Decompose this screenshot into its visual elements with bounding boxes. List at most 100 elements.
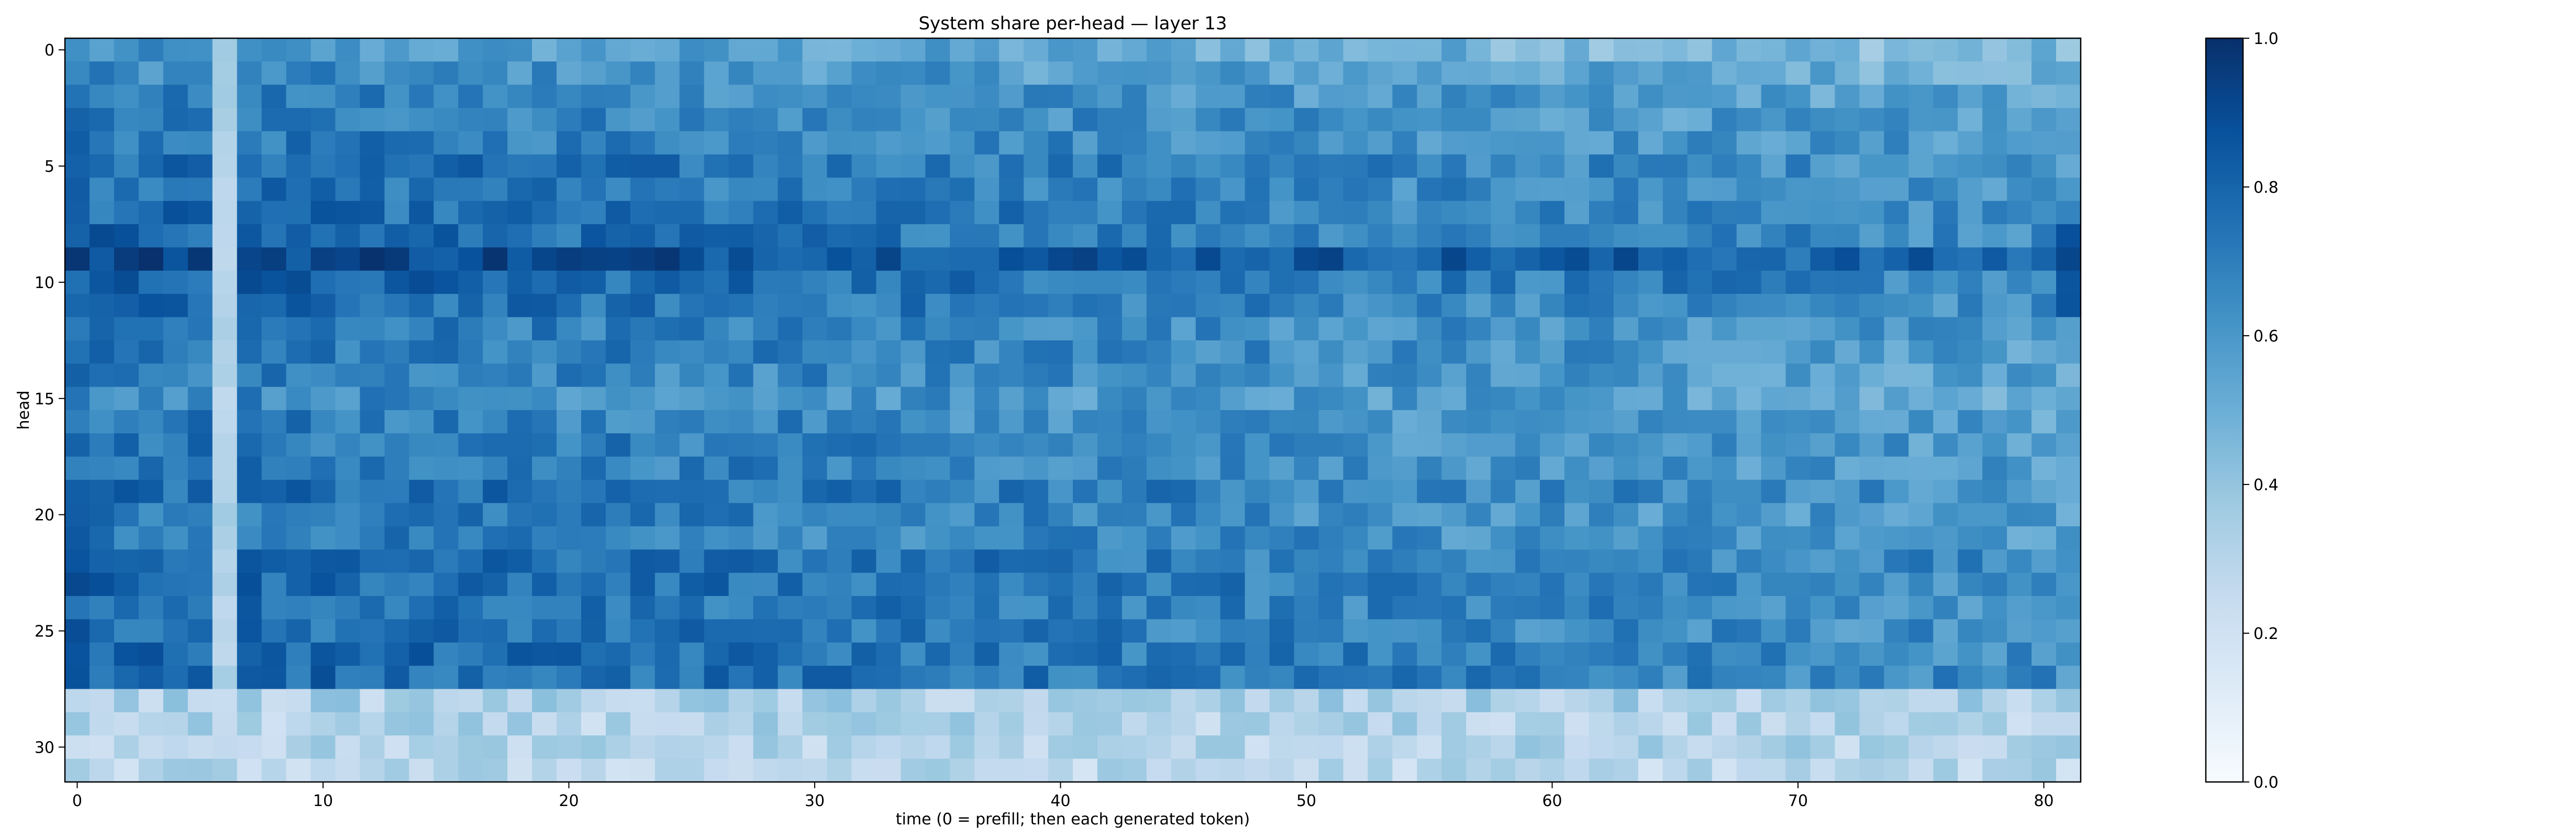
heatmap-cell	[114, 270, 139, 294]
heatmap-cell	[409, 503, 434, 527]
heatmap-cell	[1884, 549, 1909, 574]
heatmap-cell	[1810, 317, 1836, 341]
heatmap-cell	[1613, 224, 1639, 248]
heatmap-cell	[1810, 526, 1836, 550]
heatmap-cell	[335, 689, 361, 713]
heatmap-cell	[89, 410, 115, 434]
heatmap-cell	[851, 84, 876, 108]
heatmap-cell	[557, 712, 582, 736]
heatmap-cell	[778, 154, 803, 178]
heatmap-cell	[310, 247, 336, 271]
heatmap-cell	[163, 596, 188, 620]
heatmap-cell	[1687, 363, 1713, 388]
heatmap-cell	[1073, 712, 1098, 736]
heatmap-cell	[1466, 178, 1491, 202]
heatmap-cell	[1687, 712, 1713, 736]
heatmap-cell	[1859, 247, 1884, 271]
heatmap-cell	[1933, 387, 1958, 411]
heatmap-cell	[1687, 131, 1713, 155]
heatmap-cell	[2007, 178, 2032, 202]
heatmap-cell	[483, 84, 508, 108]
heatmap-cell	[728, 294, 754, 318]
heatmap-cell	[114, 619, 139, 643]
heatmap-cell	[1392, 480, 1417, 504]
heatmap-cell	[802, 317, 828, 341]
heatmap-cell	[974, 619, 1000, 643]
heatmap-cell	[605, 526, 631, 550]
heatmap-cell	[1073, 549, 1098, 574]
heatmap-cell	[1712, 433, 1737, 457]
heatmap-cell	[1269, 317, 1295, 341]
heatmap-cell	[1097, 131, 1123, 155]
heatmap-cell	[974, 596, 1000, 620]
heatmap-cell	[851, 131, 876, 155]
heatmap-cell	[1073, 387, 1098, 411]
heatmap-cell	[901, 526, 926, 550]
heatmap-cell	[89, 712, 115, 736]
heatmap-cell	[507, 642, 532, 666]
heatmap-cell	[557, 340, 582, 364]
heatmap-cell	[483, 480, 508, 504]
heatmap-cell	[507, 456, 532, 480]
heatmap-cell	[335, 642, 361, 666]
heatmap-cell	[1245, 363, 1270, 388]
heatmap-cell	[1417, 363, 1442, 388]
heatmap-cell	[1269, 549, 1295, 574]
heatmap-cell	[1761, 84, 1786, 108]
heatmap-cell	[409, 619, 434, 643]
heatmap-cell	[1785, 433, 1811, 457]
heatmap-cell	[1785, 689, 1811, 713]
heatmap-cell	[1245, 666, 1270, 690]
heatmap-cell	[1515, 503, 1540, 527]
heatmap-cell	[778, 317, 803, 341]
heatmap-cell	[310, 178, 336, 202]
heatmap-cell	[581, 61, 606, 85]
heatmap-cell	[1318, 433, 1344, 457]
heatmap-cell	[654, 572, 680, 597]
heatmap-cell	[1958, 363, 1983, 388]
heatmap-cell	[999, 572, 1024, 597]
heatmap-cell	[1662, 201, 1688, 225]
heatmap-cell	[1491, 503, 1516, 527]
heatmap-cell	[261, 131, 287, 155]
heatmap-cell	[1318, 689, 1344, 713]
heatmap-cell	[237, 108, 262, 132]
heatmap-cell	[1417, 201, 1442, 225]
heatmap-cell	[1343, 758, 1369, 782]
heatmap-cell	[2007, 666, 2032, 690]
heatmap-cell	[1466, 108, 1491, 132]
heatmap-cell	[1245, 108, 1270, 132]
heatmap-cell	[286, 154, 312, 178]
heatmap-cell	[114, 572, 139, 597]
heatmap-cell	[1269, 61, 1295, 85]
heatmap-cell	[851, 178, 876, 202]
heatmap-cell	[974, 503, 1000, 527]
heatmap-cell	[1810, 572, 1836, 597]
heatmap-cell	[1491, 549, 1516, 574]
heatmap-cell	[1294, 480, 1319, 504]
heatmap-cell	[89, 596, 115, 620]
heatmap-cell	[778, 642, 803, 666]
heatmap-cell	[557, 572, 582, 597]
heatmap-cell	[335, 526, 361, 550]
heatmap-cell	[163, 758, 188, 782]
heatmap-cell	[974, 735, 1000, 759]
heatmap-cell	[335, 503, 361, 527]
heatmap-cell	[237, 689, 262, 713]
heatmap-cell	[557, 201, 582, 225]
heatmap-cell	[335, 178, 361, 202]
heatmap-cell	[458, 224, 483, 248]
heatmap-cell	[409, 340, 434, 364]
heatmap-cell	[827, 480, 852, 504]
heatmap-cell	[1294, 61, 1319, 85]
heatmap-cell	[827, 363, 852, 388]
heatmap-cell	[2056, 456, 2081, 480]
heatmap-cell	[483, 154, 508, 178]
heatmap-cell	[1024, 154, 1049, 178]
heatmap-cell	[2031, 224, 2057, 248]
heatmap-cell	[1908, 456, 1934, 480]
heatmap-cell	[1761, 61, 1786, 85]
heatmap-cell	[1417, 642, 1442, 666]
heatmap-cell	[212, 619, 238, 643]
